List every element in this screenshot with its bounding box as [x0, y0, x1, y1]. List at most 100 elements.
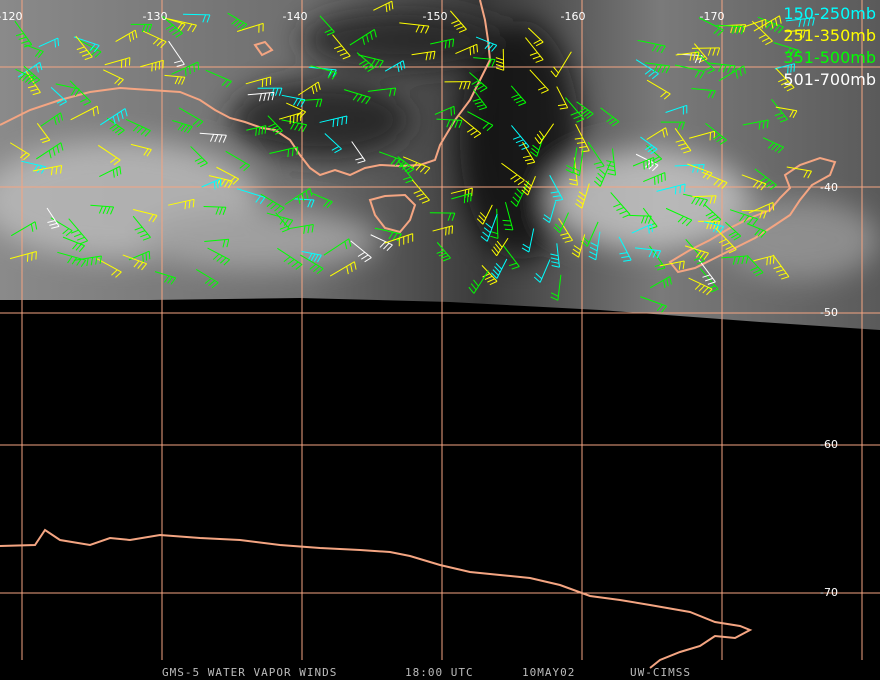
barb-feather	[34, 50, 41, 57]
barb-feather	[728, 249, 737, 254]
barb-feather	[777, 146, 784, 154]
barb-feather	[334, 45, 342, 50]
barb-feather	[717, 29, 724, 36]
barb-feather	[27, 75, 35, 81]
wind-barb	[558, 218, 573, 243]
tasmania-coast	[368, 193, 417, 234]
wind-barb	[610, 192, 631, 218]
barb-feather	[707, 281, 716, 285]
wind-barb	[556, 86, 569, 110]
barb-feather	[232, 178, 240, 185]
barb-feather	[62, 228, 70, 235]
barb-feather	[51, 225, 60, 229]
barb-feather	[196, 121, 204, 128]
barb-feather	[712, 47, 716, 56]
barb-feather	[183, 125, 190, 133]
barb-feather	[124, 108, 128, 117]
barb-feather	[456, 25, 465, 30]
longitude-label: -120	[0, 10, 22, 23]
barb-feather	[482, 273, 491, 278]
barb-feather	[438, 252, 447, 257]
barb-feather	[524, 158, 533, 162]
barb-feather	[295, 264, 303, 270]
wind-barb	[32, 164, 63, 176]
barb-feather	[307, 253, 313, 261]
wind-barb	[25, 70, 41, 96]
coastlines	[0, 0, 837, 669]
barb-feather	[717, 180, 724, 188]
barb-feather	[398, 160, 405, 168]
barb-feather	[307, 225, 310, 234]
barb-feather	[661, 305, 667, 313]
wind-barb	[23, 65, 41, 85]
barb-feather	[478, 215, 485, 222]
barb-feather	[386, 244, 393, 252]
barb-feather	[142, 253, 144, 262]
wind-barb	[50, 86, 67, 106]
barb-feather	[491, 59, 496, 68]
barb-feather	[75, 243, 82, 251]
barb-feather	[536, 133, 543, 141]
barb-feather	[662, 129, 665, 138]
barb-feather	[117, 79, 124, 86]
barb-feather	[781, 276, 790, 280]
barb-feather	[296, 98, 302, 107]
barb-feather	[538, 130, 545, 138]
barb-feather	[291, 261, 299, 268]
barb-feather	[550, 257, 559, 261]
barb-feather	[175, 32, 183, 38]
barb-feather	[56, 98, 65, 104]
barb-feather	[274, 87, 279, 96]
barb-feather	[486, 124, 494, 132]
barb-feather	[315, 99, 319, 108]
wind-barb	[476, 204, 493, 225]
barb-feather	[110, 206, 115, 215]
barb-feather	[557, 103, 567, 107]
barb-feather	[264, 125, 267, 134]
wind-barb	[130, 143, 152, 157]
barb-feather	[521, 247, 530, 253]
barb-feather	[92, 108, 95, 117]
barb-feather	[302, 124, 308, 132]
barb-feather	[483, 227, 491, 234]
barb-feather	[140, 233, 148, 238]
barb-feather	[71, 87, 77, 96]
barb-feather	[405, 179, 414, 184]
barb-feather	[290, 122, 296, 130]
barb-feather	[174, 60, 183, 64]
barb-feather	[682, 260, 685, 270]
barb-feather	[579, 145, 588, 149]
barb-feather	[593, 161, 602, 165]
barb-feather	[526, 161, 535, 165]
barb-feather	[165, 24, 174, 30]
barb-feather	[271, 92, 275, 101]
barb-feather	[573, 115, 582, 120]
barb-feather	[707, 69, 715, 74]
barb-feather	[237, 22, 245, 29]
barb-feather	[529, 52, 538, 56]
barb-feather	[767, 142, 775, 149]
barb-feather	[42, 139, 51, 144]
barb-feather	[56, 114, 60, 123]
barb-feather	[314, 83, 318, 92]
barb-feather	[653, 176, 656, 185]
barb-feather	[521, 146, 530, 150]
barb-feather	[128, 33, 132, 42]
barb-feather	[40, 166, 47, 174]
wind-barb	[455, 43, 478, 56]
barb-feather	[774, 145, 781, 152]
barb-feather	[702, 286, 709, 294]
barb-feather	[621, 255, 630, 259]
wind-barb	[75, 35, 93, 61]
wind-barb	[772, 254, 790, 280]
barb-feather	[169, 27, 177, 33]
barb-feather	[689, 52, 693, 61]
wind-barb	[529, 69, 549, 94]
barb-feather	[80, 240, 88, 245]
barb-feather	[484, 275, 493, 281]
wind-barb	[397, 160, 414, 184]
barb-feather	[142, 236, 151, 241]
barb-feather	[378, 60, 384, 68]
barb-feather	[807, 170, 812, 179]
wind-barb	[62, 236, 85, 253]
